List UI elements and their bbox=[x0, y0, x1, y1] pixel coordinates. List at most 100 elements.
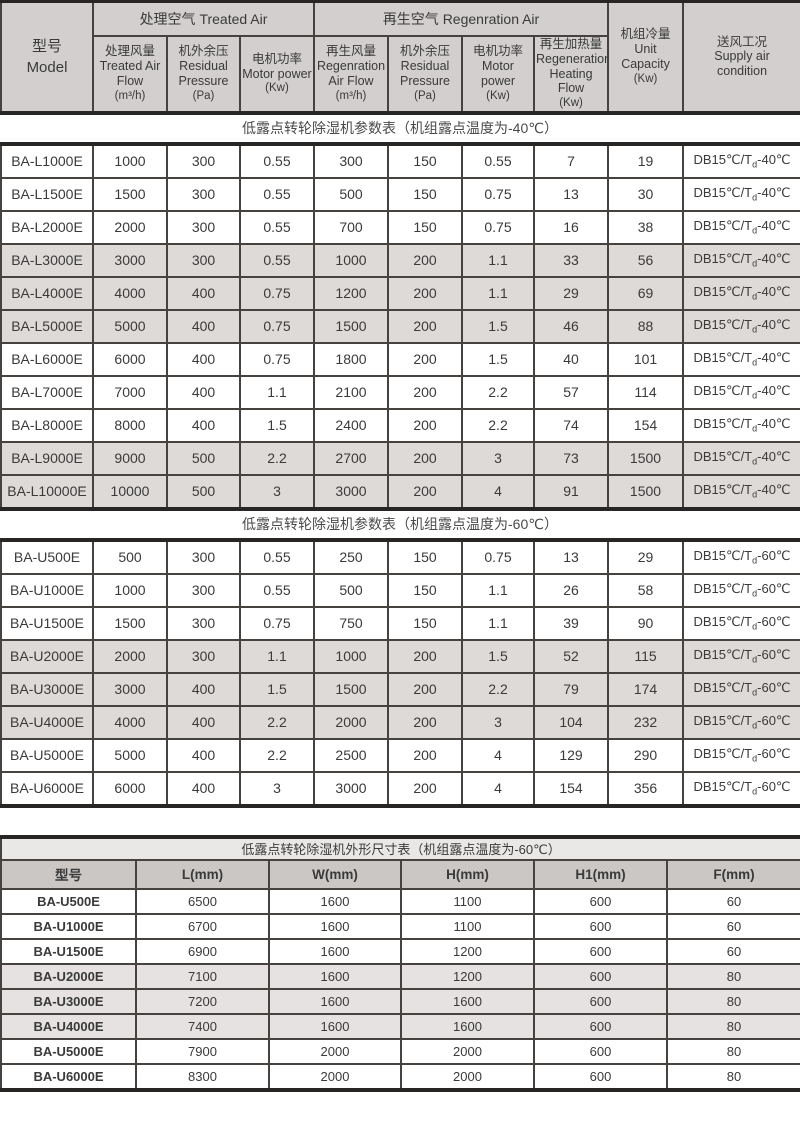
value-cell: 1500 bbox=[607, 440, 684, 476]
value-cell: 1.1 bbox=[239, 374, 315, 410]
value-cell: 1100 bbox=[400, 912, 535, 940]
value-cell: 1600 bbox=[400, 987, 535, 1015]
value-cell: 2000 bbox=[400, 1062, 535, 1091]
supply-text: -40℃ bbox=[757, 383, 791, 399]
value-cell: 1600 bbox=[400, 1012, 535, 1040]
header-line: (Kw) bbox=[559, 97, 583, 109]
section-title-minus40: 低露点转轮除湿机参数表（机组露点温度为-40℃） bbox=[0, 114, 800, 142]
header-line: Heating Flow bbox=[549, 66, 593, 96]
value-cell: 1800 bbox=[313, 341, 389, 377]
table-row: BA-L10000E 10000 500 3 3000 200 4 91 1500 DB15℃/T… bbox=[0, 473, 800, 510]
value-cell: 79 bbox=[533, 671, 609, 707]
header-line: Residual bbox=[400, 59, 450, 74]
value-cell: 200 bbox=[387, 341, 463, 377]
table-row: BA-U3000E 3000 400 1.5 1500 200 2.2 79 174 DB15℃/… bbox=[0, 671, 800, 707]
supply-subscript: d bbox=[752, 390, 758, 401]
model-cell: BA-L2000E bbox=[0, 209, 94, 245]
supply-subscript: d bbox=[752, 324, 758, 335]
header-line: Residual bbox=[179, 59, 228, 74]
value-cell: 40 bbox=[533, 341, 609, 377]
header-line: 电机功率 bbox=[251, 51, 302, 66]
value-cell: 200 bbox=[387, 440, 463, 476]
value-cell: 7000 bbox=[92, 374, 168, 410]
value-cell: 150 bbox=[387, 572, 463, 608]
value-cell: 52 bbox=[533, 638, 609, 674]
model-cell: BA-U4000E bbox=[0, 704, 94, 740]
value-cell: 80 bbox=[665, 1062, 800, 1091]
supply-condition-cell: DB15℃/Td-60℃ bbox=[682, 737, 800, 773]
value-cell: 1200 bbox=[400, 962, 535, 990]
supply-condition-cell: DB15℃/Td-40℃ bbox=[682, 176, 800, 212]
supply-text: DB15℃/T bbox=[693, 251, 753, 267]
value-cell: 1000 bbox=[313, 638, 389, 674]
header-line: condition bbox=[717, 64, 768, 79]
value-cell: 90 bbox=[607, 605, 684, 641]
header-line: Capacity bbox=[621, 56, 670, 71]
supply-subscript: d bbox=[752, 192, 758, 203]
value-cell: 150 bbox=[387, 142, 463, 179]
model-cell: BA-U3000E bbox=[0, 987, 137, 1015]
product-spec-sheet: 型号 Model 处理空气 Treated Air 再生空气 Regenratio… bbox=[0, 0, 800, 1092]
value-cell: 0.55 bbox=[239, 572, 315, 608]
table-row: BA-U500E 500 300 0.55 250 150 0.75 13 29 DB15℃/Td… bbox=[0, 538, 800, 575]
value-cell: 2000 bbox=[268, 1062, 402, 1091]
value-cell: 200 bbox=[387, 374, 463, 410]
supply-text: -60℃ bbox=[757, 614, 791, 630]
supply-condition-cell: DB15℃/Td-60℃ bbox=[682, 671, 800, 707]
spec-header-table: 型号 Model 处理空气 Treated Air 再生空气 Regenratio… bbox=[0, 0, 800, 115]
value-cell: 6000 bbox=[92, 341, 168, 377]
value-cell: 2700 bbox=[313, 440, 389, 476]
header-line: Pressure bbox=[399, 73, 451, 88]
value-cell: 300 bbox=[166, 605, 241, 641]
supply-text: -60℃ bbox=[757, 581, 791, 597]
value-cell: 1.1 bbox=[239, 638, 315, 674]
supply-text: -40℃ bbox=[757, 218, 791, 234]
dimension-header-cell: W(mm) bbox=[268, 858, 402, 890]
value-cell: 0.55 bbox=[239, 242, 315, 278]
table-row: BA-U4000E 4000 400 2.2 2000 200 3 104 232 DB15℃/T… bbox=[0, 704, 800, 740]
value-cell: 1100 bbox=[400, 887, 535, 915]
value-cell: 200 bbox=[387, 638, 463, 674]
supply-subscript: d bbox=[752, 753, 758, 764]
value-cell: 150 bbox=[387, 176, 463, 212]
header-line: 再生风量 bbox=[325, 44, 376, 59]
supply-text: -60℃ bbox=[757, 713, 791, 729]
dimension-table-title: 低露点转轮除湿机外形尺寸表（机组露点温度为-60℃） bbox=[0, 835, 800, 861]
value-cell: 1600 bbox=[268, 937, 402, 965]
value-cell: 600 bbox=[533, 987, 668, 1015]
value-cell: 7900 bbox=[135, 1037, 270, 1065]
value-cell: 74 bbox=[533, 407, 609, 443]
column-header-cell: 机外余压 Residual Pressure (Pa) bbox=[387, 35, 463, 114]
value-cell: 1.1 bbox=[461, 605, 535, 641]
value-cell: 154 bbox=[533, 770, 609, 807]
value-cell: 1.1 bbox=[461, 275, 535, 311]
value-cell: 232 bbox=[607, 704, 684, 740]
table-row: BA-U2000E 2000 300 1.1 1000 200 1.5 52 115 DB15℃/… bbox=[0, 638, 800, 674]
value-cell: 150 bbox=[387, 538, 463, 575]
value-cell: 1.5 bbox=[239, 407, 315, 443]
table-row: BA-U1500E 1500 300 0.75 750 150 1.1 39 90 DB15℃/T… bbox=[0, 605, 800, 641]
value-cell: 2000 bbox=[400, 1037, 535, 1065]
supply-text: DB15℃/T bbox=[693, 218, 753, 234]
value-cell: 5000 bbox=[92, 308, 168, 344]
supply-text: DB15℃/T bbox=[693, 647, 753, 663]
value-cell: 1500 bbox=[313, 671, 389, 707]
supply-text: -60℃ bbox=[757, 548, 791, 564]
header-line: Regeneration bbox=[536, 51, 609, 66]
supply-subscript: d bbox=[752, 786, 758, 797]
value-cell: 6500 bbox=[135, 887, 270, 915]
supply-text: -60℃ bbox=[757, 779, 791, 795]
model-cell: BA-L5000E bbox=[0, 308, 94, 344]
value-cell: 400 bbox=[166, 308, 241, 344]
value-cell: 1000 bbox=[92, 572, 168, 608]
supply-text: DB15℃/T bbox=[693, 350, 753, 366]
supply-condition-cell: DB15℃/Td-40℃ bbox=[682, 242, 800, 278]
dimension-header-cell: 型号 bbox=[0, 858, 137, 890]
supply-condition-cell: DB15℃/Td-40℃ bbox=[682, 308, 800, 344]
table-row: BA-L9000E 9000 500 2.2 2700 200 3 73 1500 DB15℃/T… bbox=[0, 440, 800, 476]
value-cell: 88 bbox=[607, 308, 684, 344]
table-row: BA-U5000E 5000 400 2.2 2500 200 4 129 290 DB15℃/T… bbox=[0, 737, 800, 773]
supply-text: DB15℃/T bbox=[693, 383, 753, 399]
value-cell: 1500 bbox=[92, 176, 168, 212]
supply-condition-cell: DB15℃/Td-60℃ bbox=[682, 638, 800, 674]
